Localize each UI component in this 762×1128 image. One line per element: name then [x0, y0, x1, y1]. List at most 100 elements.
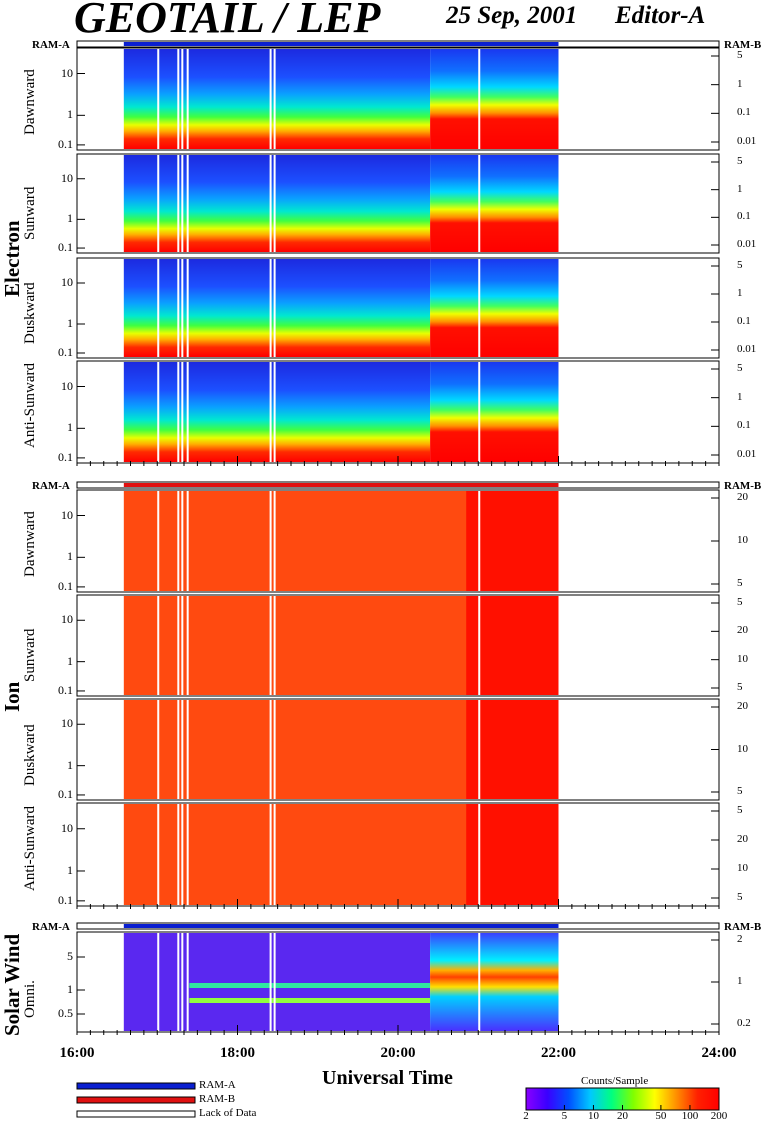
right-tick-label: 5 — [737, 259, 743, 271]
data-gap — [177, 700, 180, 799]
right-tick-label: 5 — [737, 362, 743, 374]
data-gap — [186, 700, 189, 799]
y-tick-label: 0.1 — [58, 786, 73, 801]
legend-label: RAM-B — [199, 1093, 236, 1105]
data-gap — [181, 933, 184, 1031]
data-gap — [273, 491, 276, 591]
y-tick-label: 0.1 — [58, 136, 73, 151]
legend-label: RAM-A — [199, 1079, 236, 1091]
right-tick-label: 5 — [737, 891, 743, 903]
x-tick-label: 22:00 — [541, 1045, 576, 1061]
y-tick-label: 10 — [61, 170, 73, 185]
data-gap — [157, 155, 160, 252]
y-tick-label: 1 — [67, 549, 73, 564]
data-gap — [157, 804, 160, 905]
right-tick-label: 0.1 — [737, 106, 751, 119]
heatmap-block — [466, 491, 559, 591]
y-tick-label: 1 — [67, 316, 73, 330]
data-gap — [273, 804, 276, 905]
data-gap — [157, 700, 160, 799]
y-tick-label: 0.1 — [58, 345, 73, 359]
data-gap — [157, 362, 160, 462]
legend-swatch — [76, 1096, 196, 1104]
right-tick-label: 0.1 — [737, 315, 751, 327]
y-tick-label: 10 — [61, 65, 73, 80]
ram-a-label: RAM-A — [32, 39, 70, 51]
data-gap — [157, 259, 160, 357]
right-tick-label: 1 — [737, 77, 743, 90]
y-tick-label: 1 — [67, 982, 73, 996]
x-tick-label: 16:00 — [59, 1045, 95, 1061]
data-gap — [181, 804, 184, 905]
right-tick-label: 5 — [737, 785, 743, 797]
colorbar-tick-label: 10 — [587, 1110, 599, 1122]
data-gap — [181, 259, 184, 357]
data-gap — [177, 259, 180, 357]
data-gap — [478, 259, 481, 357]
y-tick-label: 10 — [61, 820, 73, 835]
data-gap — [273, 49, 276, 149]
data-gap — [157, 596, 160, 695]
panel-direction-label: Sunward — [22, 628, 38, 682]
right-tick-label: 0.01 — [737, 135, 757, 147]
data-gap — [157, 933, 160, 1031]
data-gap — [273, 259, 276, 357]
data-gap — [157, 491, 160, 591]
heatmap-block — [430, 49, 559, 149]
panel-direction-label: Sunward — [22, 186, 38, 240]
legend-swatch — [76, 1110, 196, 1118]
x-tick-label: 18:00 — [220, 1045, 255, 1061]
ram-bar-fill — [123, 42, 559, 46]
panel-direction-label: Omni. — [22, 980, 38, 1018]
panel-direction-label: Duskward — [22, 723, 38, 786]
data-gap — [186, 491, 189, 591]
data-gap — [273, 933, 276, 1031]
data-gap — [273, 155, 276, 252]
right-tick-label: 10 — [737, 862, 748, 874]
y-tick-label: 10 — [61, 275, 73, 289]
heatmap-block — [430, 259, 559, 357]
data-gap — [181, 49, 184, 149]
y-tick-label: 10 — [61, 507, 73, 522]
ion-beam — [189, 998, 431, 1003]
heatmap-block — [123, 155, 431, 252]
right-tick-label: 5 — [737, 49, 743, 61]
data-gap — [478, 49, 481, 149]
right-tick-label: 20 — [737, 833, 748, 845]
x-tick-label: 24:00 — [701, 1045, 737, 1061]
ram-b-label: RAM-B — [724, 39, 762, 51]
right-tick-label: 0.01 — [737, 448, 757, 460]
y-tick-label: 1 — [67, 653, 73, 668]
data-gap — [269, 596, 272, 695]
panel-direction-label: Dawnward — [22, 69, 38, 135]
chart-title: GEOTAIL / LEP — [74, 0, 381, 42]
ram-a-label: RAM-A — [32, 921, 70, 933]
data-gap — [269, 700, 272, 799]
right-tick-label: 20 — [737, 624, 748, 637]
data-gap — [269, 491, 272, 591]
right-tick-label: 1 — [737, 975, 743, 987]
heatmap-block — [123, 49, 431, 149]
data-gap — [181, 155, 184, 252]
heatmap-block — [430, 155, 559, 252]
data-gap — [181, 362, 184, 462]
colorbar-tick-label: 50 — [655, 1110, 667, 1122]
y-tick-label: 1 — [67, 107, 73, 122]
y-tick-label: 0.1 — [58, 449, 73, 464]
ram-a-label: RAM-A — [32, 480, 70, 492]
right-tick-label: 20 — [737, 700, 748, 712]
data-gap — [269, 155, 272, 252]
heatmap-block — [430, 362, 559, 462]
data-gap — [177, 155, 180, 252]
y-tick-label: 0.1 — [58, 892, 73, 907]
data-gap — [269, 362, 272, 462]
x-axis-title: Universal Time — [322, 1067, 453, 1089]
colorbar-tick-label: 2 — [523, 1110, 529, 1122]
right-tick-label: 20 — [737, 491, 748, 503]
colorbar-tick-label: 20 — [617, 1110, 628, 1122]
heatmap-block — [123, 362, 431, 462]
data-gap — [186, 49, 189, 149]
data-gap — [478, 700, 481, 799]
right-tick-label: 5 — [737, 577, 743, 589]
data-gap — [157, 49, 160, 149]
